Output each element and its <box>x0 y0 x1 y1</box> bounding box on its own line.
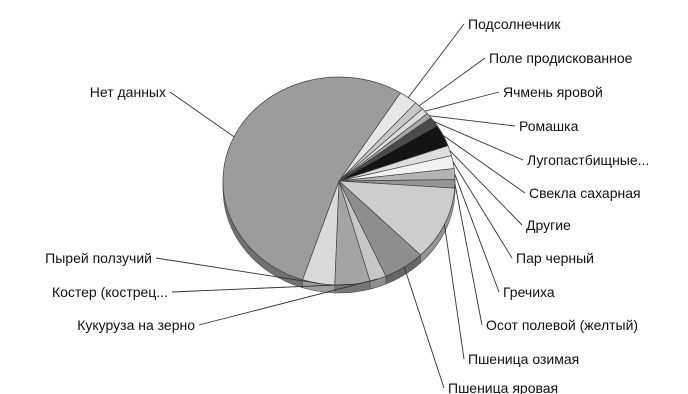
slice-label: Пар черный <box>516 250 594 266</box>
leader-line <box>418 57 486 107</box>
leader-line <box>198 278 379 326</box>
leader-line <box>403 266 445 389</box>
leader-line <box>444 224 465 360</box>
leader-line <box>454 183 483 326</box>
slice-label: Пшеница озимая <box>468 351 579 367</box>
leader-line <box>449 150 523 226</box>
leader-line <box>452 161 513 259</box>
slice-label: Ромашка <box>519 118 579 134</box>
slice-label: Гречиха <box>503 284 555 300</box>
pie-slice <box>222 76 401 281</box>
slice-label: Поле продискованное <box>489 50 633 66</box>
pie-slices <box>222 76 456 286</box>
slice-label: Другие <box>526 217 571 233</box>
slice-label: Костер (кострец... <box>52 284 168 300</box>
slice-label: Нет данных <box>90 84 166 100</box>
leader-line <box>407 23 465 98</box>
leader-line <box>429 115 516 127</box>
leader-line <box>434 121 524 161</box>
slice-labels: Подсолнечник Поле продискованное Ячмень яр… <box>45 16 649 394</box>
leader-line <box>454 173 500 293</box>
slice-label: Осот полевой (желтый) <box>486 317 638 333</box>
slice-label: Кукуруза на зерно <box>77 317 195 333</box>
leader-line <box>171 283 353 293</box>
slice-label: Свекла сахарная <box>529 185 641 201</box>
slice-label: Ячмень яровой <box>503 84 603 100</box>
leader-line <box>424 91 500 112</box>
slice-label: Пырей ползучий <box>45 250 152 266</box>
leader-lines <box>155 23 526 389</box>
slice-label: Пшеница яровая <box>448 380 558 394</box>
leader-line <box>155 257 319 284</box>
leader-line <box>443 135 526 194</box>
slice-label: Подсолнечник <box>468 16 561 32</box>
leader-line <box>169 91 235 138</box>
slice-label: Лугопастбищные... <box>527 152 649 168</box>
